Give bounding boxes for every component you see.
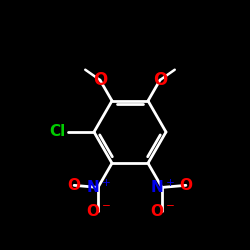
Text: O: O bbox=[68, 178, 80, 193]
Text: O$^-$: O$^-$ bbox=[150, 204, 174, 220]
Text: N$^+$: N$^+$ bbox=[86, 179, 110, 196]
Text: O: O bbox=[153, 71, 167, 89]
Text: O: O bbox=[93, 71, 107, 89]
Text: O: O bbox=[180, 178, 192, 193]
Text: O$^-$: O$^-$ bbox=[86, 204, 110, 220]
Text: Cl: Cl bbox=[49, 124, 65, 140]
Text: N$^+$: N$^+$ bbox=[150, 179, 174, 196]
